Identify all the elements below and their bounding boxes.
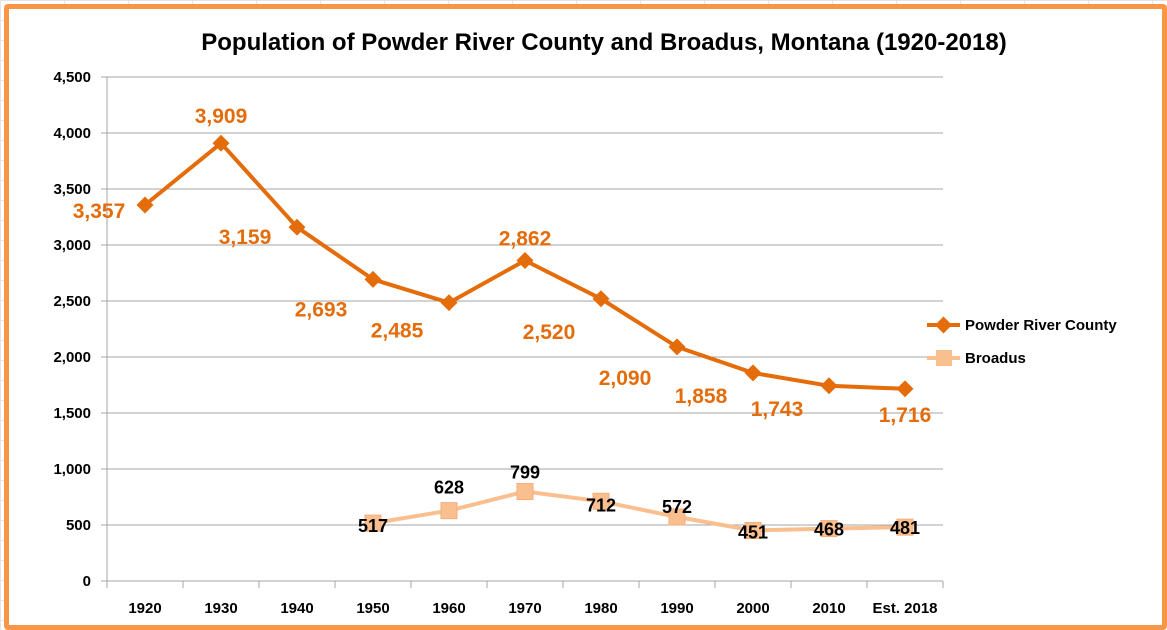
- broadus-data-label: 468: [814, 520, 844, 540]
- y-tick-label: 1,000: [53, 461, 91, 478]
- broadus-marker: [820, 520, 838, 538]
- powder-river-county-data-label: 3,357: [73, 200, 126, 223]
- y-tick-label: 500: [66, 517, 91, 534]
- broadus-data-label: 712: [586, 495, 616, 515]
- x-tick-label: 1990: [660, 600, 693, 617]
- powder-river-county-data-label: 3,909: [195, 105, 248, 128]
- broadus-data-label: 451: [738, 522, 768, 542]
- powder-river-county-data-label: 1,858: [675, 385, 728, 408]
- legend[interactable]: Powder River County Broadus: [927, 316, 1117, 367]
- x-tick-label: 1930: [204, 600, 237, 617]
- powder-river-county-data-label: 2,485: [371, 320, 424, 343]
- powder-river-county-marker: [440, 294, 458, 312]
- powder-river-county-data-label: 3,159: [219, 226, 272, 249]
- y-tick-label: 4,000: [53, 125, 91, 142]
- x-tick-label: 2010: [812, 600, 845, 617]
- x-tick-label: Est. 2018: [872, 600, 937, 617]
- broadus-marker: [440, 502, 458, 520]
- x-tick-label: 1960: [432, 600, 465, 617]
- powder-river-county-marker: [744, 364, 762, 382]
- broadus-marker: [592, 492, 610, 510]
- broadus-marker: [364, 514, 382, 532]
- powder-river-county-data-label: 2,693: [295, 298, 348, 321]
- x-tick-label: 2000: [736, 600, 769, 617]
- gridlines: [107, 76, 943, 526]
- x-tick-label: 1950: [356, 600, 389, 617]
- powder-river-county-data-label: 2,520: [523, 321, 576, 344]
- x-tick-label: 1920: [128, 600, 161, 617]
- broadus-line: [371, 489, 907, 533]
- powder-river-county-marker: [364, 270, 382, 288]
- x-tick-label: 1940: [280, 600, 313, 617]
- broadus-marker: [896, 518, 914, 536]
- legend-broadus-label: Broadus: [965, 350, 1026, 367]
- powder-river-county-marker: [136, 196, 154, 214]
- x-tick-label: 1980: [584, 600, 617, 617]
- broadus-marker: [668, 508, 686, 526]
- axes: 0 500 1,000 1,500 2,000 2,500 3,000 3,500 4,000 4…: [53, 69, 944, 617]
- legend-powder-river-county-label: Powder River County: [965, 317, 1117, 334]
- powder-river-county-data-label: 2,862: [499, 227, 552, 250]
- broadus-data-label: 628: [434, 478, 464, 498]
- broadus-data-label: 572: [662, 497, 692, 517]
- powder-river-county-data-label: 1,716: [879, 404, 932, 427]
- powder-river-county-marker: [896, 380, 914, 398]
- chart-title: Population of Powder River County and Br…: [201, 29, 1006, 56]
- powder-river-county-marker: [288, 218, 306, 236]
- broadus-marker: [744, 521, 762, 539]
- broadus-marker: [516, 483, 534, 501]
- y-tick-label: 0: [83, 573, 91, 590]
- y-tick-label: 4,500: [53, 69, 91, 86]
- broadus-data-label: 517: [358, 516, 388, 536]
- series-layer: [136, 134, 914, 539]
- powder-river-county-marker: [668, 338, 686, 356]
- y-tick-label: 2,500: [53, 293, 91, 310]
- x-tick-label: 1970: [508, 600, 541, 617]
- powder-river-county-marker: [212, 134, 230, 152]
- y-tick-label: 1,500: [53, 405, 91, 422]
- powder-river-county-marker: [820, 377, 838, 395]
- data-labels: 3,357 3,909 3,159 2,693 2,485 2,862 2,520 2,090…: [73, 105, 932, 542]
- powder-river-county-marker: [592, 290, 610, 308]
- powder-river-county-marker: [516, 251, 534, 269]
- powder-river-county-data-label: 1,743: [751, 398, 804, 421]
- legend-diamond-marker: [935, 316, 952, 334]
- y-tick-label: 2,000: [53, 349, 91, 366]
- y-tick-label: 3,000: [53, 237, 91, 254]
- y-tick-label: 3,500: [53, 181, 91, 198]
- broadus-data-label: 481: [890, 518, 920, 538]
- chart-frame[interactable]: [4, 4, 1167, 630]
- legend-square-marker: [936, 350, 952, 366]
- powder-river-county-data-label: 2,090: [599, 367, 652, 390]
- broadus-data-label: 799: [510, 463, 540, 483]
